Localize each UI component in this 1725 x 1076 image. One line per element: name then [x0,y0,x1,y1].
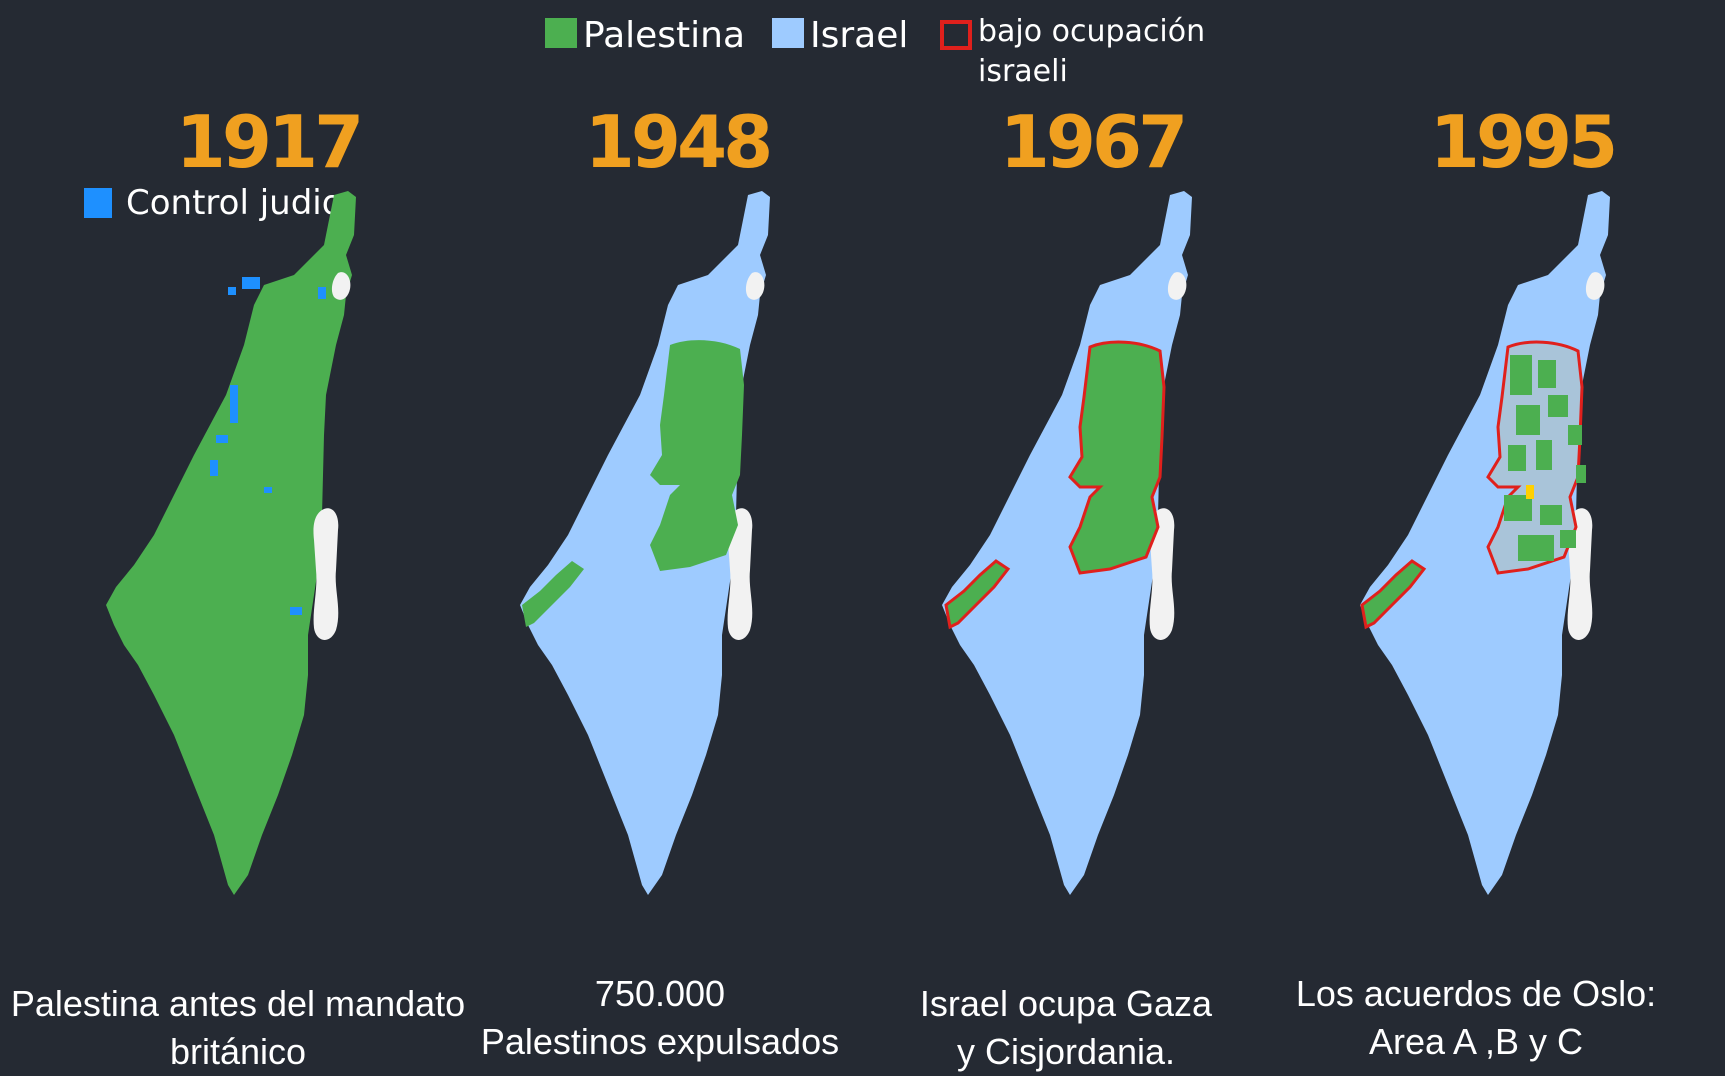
year-1948: 1948 [584,100,773,184]
map-1967 [942,191,1192,895]
caption-1948-line-1: 750.000 [594,973,726,1014]
map-1995 [1360,191,1610,895]
caption-1948-line-2: Palestinos expulsados [480,1021,840,1062]
caption-1917-line-2: británico [169,1031,307,1072]
caption-1967-line-1: Israel ocupa Gaza [919,983,1213,1024]
jerusalem-marker [1526,485,1534,499]
palestine-swatch [545,18,577,48]
legend-occupation-label: bajo ocupación israeli [978,14,1206,89]
map-1948 [520,191,770,895]
caption-1995-line-1: Los acuerdos de Oslo: [1295,973,1657,1014]
legend-occupation: bajo ocupación israeli [940,12,1218,92]
legend-jewish-control: Control judio [84,185,343,221]
occupation-swatch [940,20,972,50]
year-1967: 1967 [999,100,1188,184]
map-1917 [106,191,356,895]
caption-1967-line-2: y Cisjordania. [956,1031,1176,1072]
israel-swatch [772,18,804,48]
caption-1917-line-1: Palestina antes del mandato [10,983,466,1024]
oslo-area-patches [1504,355,1586,561]
legend-israel: Israel [772,18,908,54]
caption-1967: Israel ocupa Gaza y Cisjordania. [836,980,1296,1076]
caption-1917: Palestina antes del mandato británico [8,980,468,1076]
caption-1948: 750.000 Palestinos expulsados [430,970,890,1066]
caption-1995-line-2: Area A ,B y C [1368,1021,1584,1062]
legend-jewish-control-label: Control judio [126,183,343,223]
legend-israel-label: Israel [810,15,909,56]
year-1917: 1917 [175,100,364,184]
jewish-control-swatch [84,188,112,218]
jewish-control-areas [210,277,326,615]
year-1995: 1995 [1429,100,1618,184]
legend-palestine: Palestina [545,18,745,54]
legend-palestine-label: Palestina [583,15,746,56]
caption-1995: Los acuerdos de Oslo: Area A ,B y C [1246,970,1706,1066]
